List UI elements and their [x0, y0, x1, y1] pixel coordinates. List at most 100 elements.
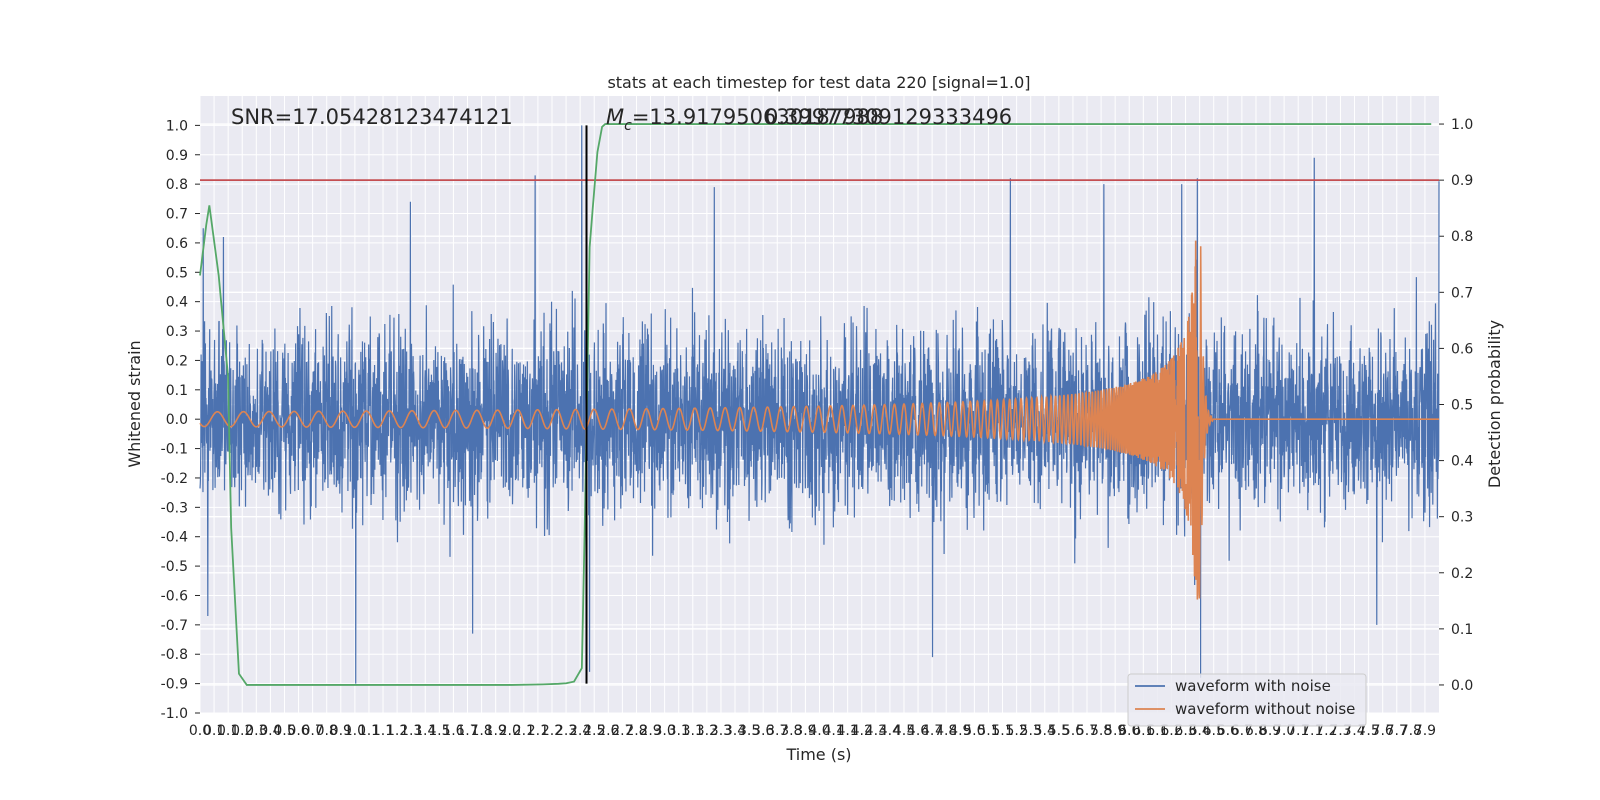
x-tick-label: 1.4 — [414, 723, 436, 739]
x-tick-label: 7.2 — [1315, 723, 1337, 739]
x-tick-label: 6.1 — [1132, 723, 1154, 739]
y2-tick-label: 0.7 — [1451, 285, 1473, 301]
x-tick-label: 4.8 — [935, 723, 957, 739]
y-tick-label: -1.0 — [161, 706, 188, 722]
x-tick-label: 4.4 — [879, 723, 901, 739]
x-tick-label: 1.0 — [344, 723, 366, 739]
y-tick-label: 0.5 — [166, 265, 188, 281]
x-tick-label: 1.7 — [456, 723, 478, 739]
series-waveform-without-noise — [199, 240, 1439, 600]
x-tick-label: 6.5 — [1203, 723, 1225, 739]
x-tick-label: 2.4 — [569, 723, 591, 739]
x-tick-label: 1.3 — [400, 723, 422, 739]
x-tick-label: 5.1 — [977, 723, 999, 739]
x-tick-label: 4.7 — [921, 723, 943, 739]
x-tick-label: 1.1 — [372, 723, 394, 739]
x-tick-label: 7.3 — [1329, 723, 1351, 739]
legend-label-noise: waveform with noise — [1175, 677, 1331, 695]
chart-title: stats at each timestep for test data 220… — [607, 73, 1030, 92]
x-tick-labels: 0.00.10.10.20.30.40.50.60.70.80.91.01.11… — [189, 723, 1436, 739]
x-tick-label: 6.4 — [1189, 723, 1211, 739]
x-tick-label: 1.8 — [470, 723, 492, 739]
x-tick-label: 2.3 — [555, 723, 577, 739]
y2-tick-label: 0.4 — [1451, 454, 1473, 470]
noise-line — [199, 125, 1440, 684]
x-tick-label: 1.5 — [428, 723, 450, 739]
x-tick-label: 1.6 — [442, 723, 464, 739]
y-axis-label: Whitened strain — [125, 340, 144, 467]
x-tick-label: 0.4 — [259, 723, 281, 739]
x-tick-label: 3.9 — [794, 723, 816, 739]
y-tick-label: -0.5 — [161, 559, 188, 575]
x-tick-label: 2.9 — [639, 723, 661, 739]
x-tick-label: 3.1 — [668, 723, 690, 739]
overlap-annotation: 0.39977309129333496 — [765, 105, 1012, 129]
x-tick-label: 4.2 — [851, 723, 873, 739]
y-tick-label: 0.1 — [166, 383, 188, 399]
legend-box — [1127, 673, 1367, 727]
series-detection-probability — [199, 123, 1432, 686]
x-tick-label: 0.5 — [273, 723, 295, 739]
y-tick-label: -0.1 — [161, 442, 188, 458]
x-tick-label: 5.6 — [1062, 723, 1084, 739]
x-tick-label: 0.2 — [231, 723, 253, 739]
x-tick-label: 0.7 — [302, 723, 324, 739]
x-tick-label: 2.1 — [527, 723, 549, 739]
x-tick-label: 1.9 — [485, 723, 507, 739]
y-tick-label: 0.6 — [166, 236, 188, 252]
x-tick-label: 0.8 — [316, 723, 338, 739]
x-tick-label: 5.7 — [1076, 723, 1098, 739]
x-tick-label: 3.4 — [724, 723, 746, 739]
x-tick-label: 3.2 — [696, 723, 718, 739]
x-tick-label: 5.2 — [1005, 723, 1027, 739]
x-tick-label: 7.9 — [1414, 723, 1436, 739]
x-tick-label: 4.3 — [865, 723, 887, 739]
x-tick-label: 6.8 — [1245, 723, 1267, 739]
x-tick-label: 1.1 — [358, 723, 380, 739]
x-tick-label: 7.6 — [1372, 723, 1394, 739]
x-tick-label: 7.7 — [1386, 723, 1408, 739]
y2-tick-label: 0.5 — [1451, 398, 1473, 414]
y-tick-label: -0.3 — [161, 500, 188, 516]
y-tick-label: -0.8 — [161, 647, 188, 663]
y-tick-label: 0.3 — [166, 324, 188, 340]
x-tick-label: 3.3 — [710, 723, 732, 739]
x-tick-label: 6.1 — [1146, 723, 1168, 739]
y-tick-label: 0.8 — [166, 177, 188, 193]
y2-tick-label: 0.0 — [1451, 678, 1473, 694]
x-axis-label: Time (s) — [785, 745, 851, 764]
x-tick-label: 2.2 — [541, 723, 563, 739]
y2-tick-label: 0.9 — [1451, 173, 1473, 189]
detection-probability-line — [199, 123, 1432, 686]
x-tick-label: 2.1 — [513, 723, 535, 739]
x-tick-label: 7.5 — [1357, 723, 1379, 739]
x-tick-label: 5.4 — [1034, 723, 1056, 739]
x-tick-label: 6.7 — [1231, 723, 1253, 739]
mc-annotation: Mc=13.917950630187988 — [606, 105, 883, 134]
x-tick-label: 3.0 — [653, 723, 675, 739]
mc-value: =13.917950630187988 — [632, 105, 883, 129]
x-tick-label: 4.5 — [893, 723, 915, 739]
x-tick-label: 0.1 — [217, 723, 239, 739]
x-tick-label: 0.6 — [287, 723, 309, 739]
x-tick-label: 2.5 — [583, 723, 605, 739]
x-tick-label: 5.5 — [1048, 723, 1070, 739]
y-tick-label: -0.6 — [161, 588, 188, 604]
x-tick-label: 4.9 — [949, 723, 971, 739]
mc-subscript: c — [624, 118, 632, 134]
x-tick-label: 6.3 — [1174, 723, 1196, 739]
x-tick-label: 4.0 — [808, 723, 830, 739]
chirp-line — [199, 240, 1439, 600]
y2-axis-label: Detection probability — [1485, 320, 1504, 488]
y-tick-label: 0.4 — [166, 295, 188, 311]
x-tick-label: 3.1 — [682, 723, 704, 739]
y2-tick-label: 0.3 — [1451, 510, 1473, 526]
x-tick-label: 0.0 — [189, 723, 211, 739]
y-tick-label: 0.9 — [166, 148, 188, 164]
x-tick-label: 2.8 — [625, 723, 647, 739]
snr-annotation: SNR=17.05428123474121 — [231, 105, 513, 129]
x-tick-label: 3.8 — [780, 723, 802, 739]
y2-tick-label: 1.0 — [1451, 117, 1473, 133]
y-tick-label: 0.0 — [166, 412, 188, 428]
y2-tick-label: 0.1 — [1451, 622, 1473, 638]
